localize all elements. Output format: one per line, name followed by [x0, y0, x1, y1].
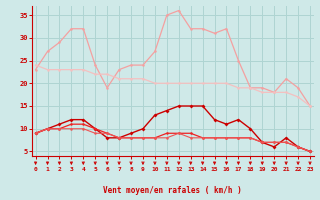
X-axis label: Vent moyen/en rafales ( km/h ): Vent moyen/en rafales ( km/h ) [103, 186, 242, 195]
